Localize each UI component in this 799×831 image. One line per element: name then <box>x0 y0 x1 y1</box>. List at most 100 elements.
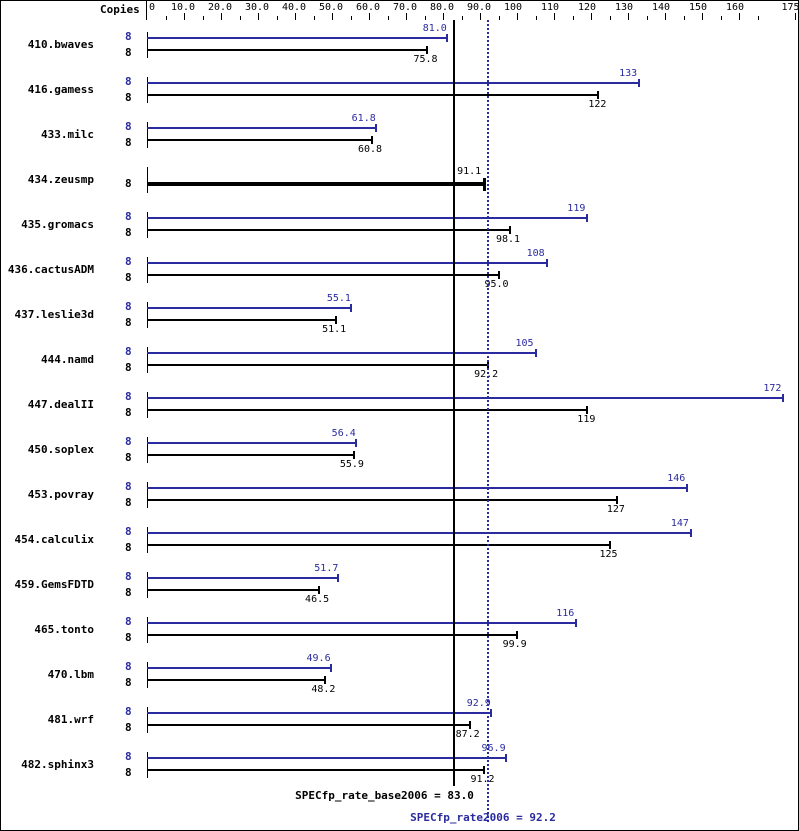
x-tick-label: 50.0 <box>319 2 344 13</box>
peak-copies: 8 <box>125 210 132 223</box>
base-value: 99.9 <box>502 639 527 650</box>
peak-bar-end <box>586 214 589 222</box>
base-copies: 8 <box>125 766 132 779</box>
base-copies: 8 <box>125 177 132 190</box>
base-bar-end <box>468 721 471 729</box>
peak-reference-line <box>487 20 490 822</box>
peak-value: 96.9 <box>481 743 506 754</box>
base-bar <box>147 319 337 321</box>
x-tick-label: 10.0 <box>171 2 196 13</box>
peak-bar-end <box>689 529 692 537</box>
x-tick-label: 40.0 <box>282 2 307 13</box>
copies-header: Copies <box>100 3 140 16</box>
base-copies: 8 <box>125 496 132 509</box>
peak-bar <box>147 37 447 39</box>
peak-bar <box>147 532 691 534</box>
peak-value: 105 <box>515 338 534 349</box>
x-major-tick <box>332 13 333 20</box>
peak-copies: 8 <box>125 390 132 403</box>
base-bar <box>147 589 320 591</box>
x-major-tick <box>406 13 407 20</box>
x-tick-label: 60.0 <box>356 2 381 13</box>
base-value: 92.2 <box>474 369 499 380</box>
peak-bar-end <box>445 34 448 42</box>
base-bar-end <box>318 586 321 594</box>
x-tick-label: 175 <box>781 2 799 13</box>
peak-bar <box>147 622 577 624</box>
bar-origin <box>147 122 148 148</box>
x-tick-label: 30.0 <box>245 2 270 13</box>
base-copies: 8 <box>125 46 132 59</box>
benchmark-name: 444.namd <box>41 353 94 366</box>
x-major-tick <box>221 13 222 20</box>
peak-value: 147 <box>670 518 689 529</box>
base-bar-end <box>597 91 600 99</box>
base-bar <box>147 229 510 231</box>
bar-origin <box>147 662 148 688</box>
benchmark-name: 447.dealII <box>27 398 94 411</box>
x-minor-tick <box>646 16 648 20</box>
peak-copies: 8 <box>125 705 132 718</box>
base-value: 95.0 <box>484 279 509 290</box>
base-bar-end <box>497 271 500 279</box>
peak-bar-end <box>545 259 548 267</box>
x-tick-label: 130 <box>615 2 634 13</box>
peak-bar-end <box>504 754 507 762</box>
x-major-tick <box>628 13 629 20</box>
peak-value: 146 <box>667 473 686 484</box>
bar-origin <box>147 302 148 328</box>
bar-origin <box>147 347 148 373</box>
x-major-tick <box>443 13 444 20</box>
benchmark-name: 453.povray <box>27 488 94 501</box>
benchmark-name: 434.zeusmp <box>27 173 94 186</box>
base-bar <box>147 409 588 411</box>
base-bar <box>147 769 485 771</box>
bar-origin <box>147 572 148 598</box>
base-value: 127 <box>606 504 625 515</box>
base-bar <box>147 544 610 546</box>
x-major-tick <box>794 13 796 20</box>
x-major-tick <box>554 13 555 20</box>
x-minor-tick <box>165 16 167 20</box>
peak-bar <box>147 397 784 399</box>
peak-bar <box>147 217 588 219</box>
benchmark-name: 435.gromacs <box>21 218 94 231</box>
x-tick-label: 140 <box>652 2 671 13</box>
peak-bar-end <box>686 484 689 492</box>
base-bar-end <box>483 178 487 191</box>
base-bar-end <box>508 226 511 234</box>
peak-copies: 8 <box>125 300 132 313</box>
peak-bar-end <box>354 439 357 447</box>
base-bar-end <box>586 406 589 414</box>
x-minor-tick <box>424 16 426 20</box>
base-bar-end <box>370 136 373 144</box>
x-tick-label: 110 <box>541 2 560 13</box>
base-bar-end <box>515 631 518 639</box>
benchmark-name: 459.GemsFDTD <box>14 578 94 591</box>
x-major-tick <box>480 13 481 20</box>
peak-copies: 8 <box>125 30 132 43</box>
peak-copies: 8 <box>125 75 132 88</box>
bar-origin <box>147 527 148 553</box>
base-copies: 8 <box>125 451 132 464</box>
peak-bar <box>147 127 376 129</box>
x-minor-tick <box>239 16 241 20</box>
peak-value: 108 <box>526 248 545 259</box>
base-value: 87.2 <box>455 729 480 740</box>
peak-value: 81.0 <box>422 23 447 34</box>
axis-left-border <box>146 0 147 20</box>
benchmark-name: 433.milc <box>41 128 94 141</box>
base-bar <box>147 454 354 456</box>
x-minor-tick <box>757 16 759 20</box>
peak-copies: 8 <box>125 525 132 538</box>
bar-origin <box>147 752 148 778</box>
base-bar-end <box>324 676 327 684</box>
bar-origin <box>147 77 148 103</box>
x-major-tick <box>739 13 740 20</box>
base-value: 119 <box>577 414 596 425</box>
x-major-tick <box>665 13 666 20</box>
base-bar <box>147 364 489 366</box>
base-bar <box>147 94 599 96</box>
x-tick-label: 20.0 <box>208 2 233 13</box>
x-major-tick <box>702 13 703 20</box>
